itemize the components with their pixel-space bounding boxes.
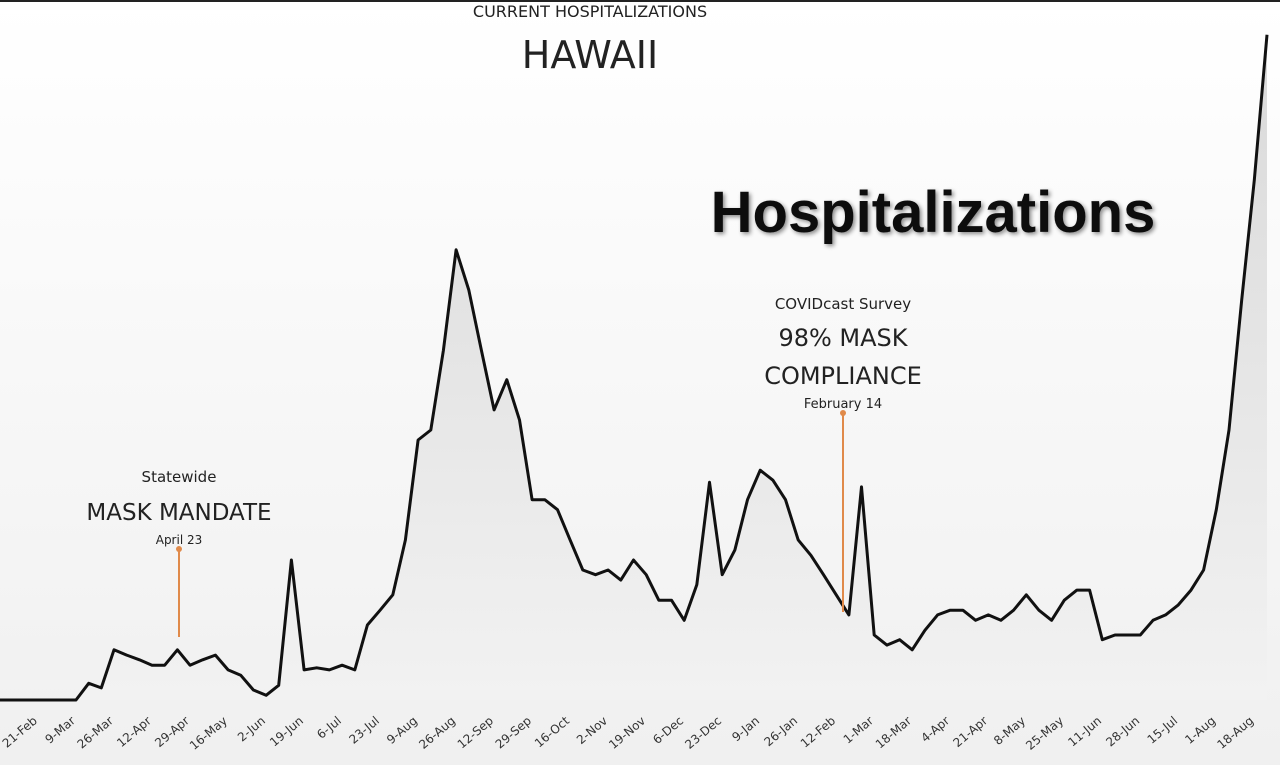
annotation-label: COVIDcast Survey: [775, 295, 911, 313]
annotation-title: COMPLIANCE: [764, 362, 922, 390]
annotation-dot: [840, 410, 846, 416]
series-line: [38, 34, 1269, 702]
chart-title: HAWAII: [522, 33, 658, 77]
annotation-label: Statewide: [142, 468, 217, 486]
area-fill: [38, 34, 1267, 700]
annotation-dot: [176, 546, 182, 552]
annotation-date: February 14: [804, 397, 882, 412]
plot-area: [0, 34, 1269, 702]
annotation-title: MASK MANDATE: [86, 500, 271, 526]
chart-subtitle: CURRENT HOSPITALIZATIONS: [473, 2, 707, 21]
annotation-title: 98% MASK: [778, 324, 908, 352]
overlay-caption: Hospitalizations: [711, 180, 1156, 245]
annotation-date: April 23: [156, 533, 203, 547]
